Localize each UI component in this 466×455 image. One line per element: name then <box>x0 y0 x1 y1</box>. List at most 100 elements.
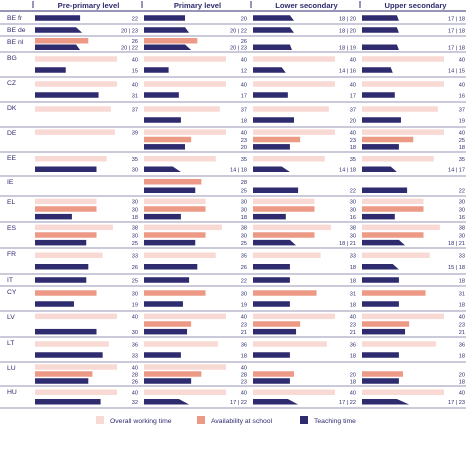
value-label-overall-lt-0: 36 <box>132 342 138 348</box>
bar-teaching-fr-0 <box>35 264 89 270</box>
value-label-school-el-0: 30 <box>132 207 138 213</box>
bar-overall-el-3 <box>362 198 424 205</box>
value-label-teaching-dk-3: 19 <box>459 118 465 124</box>
bar-teaching-bg-3 <box>362 67 393 73</box>
value-label-teaching-lt-1: 18 <box>241 353 247 359</box>
country-label-de: DE <box>7 130 17 137</box>
value-label-teaching-be-de-1: 20 | 22 <box>230 28 247 34</box>
value-label-overall-ee-3: 35 <box>459 157 465 163</box>
value-label-school-es-3: 30 <box>459 233 465 239</box>
value-label-teaching-be-de-2: 18 | 20 <box>339 28 356 34</box>
value-label-overall-cz-3: 40 <box>459 82 465 88</box>
bar-teaching-es-3 <box>362 239 406 246</box>
bar-teaching-lv-1 <box>144 328 188 335</box>
value-label-school-cy-0: 30 <box>132 291 138 297</box>
value-label-teaching-ee-1: 14 | 18 <box>230 168 247 174</box>
bar-school-lv-3 <box>362 321 410 327</box>
value-label-overall-fr-0: 33 <box>132 254 138 260</box>
value-label-overall-bg-0: 40 <box>132 57 138 63</box>
bar-teaching-dk-3 <box>362 117 401 123</box>
bar-school-el-1 <box>144 206 206 212</box>
value-label-overall-el-0: 30 <box>132 200 138 206</box>
value-label-overall-de-2: 40 <box>350 130 356 136</box>
bar-school-lu-3 <box>362 371 403 377</box>
bar-overall-lv-3 <box>362 313 444 320</box>
bar-teaching-hu-2 <box>253 399 299 405</box>
bar-overall-ee-0 <box>35 156 107 162</box>
value-label-teaching-be-fr-1: 20 <box>241 16 247 22</box>
bar-teaching-ee-2 <box>253 166 290 172</box>
value-label-teaching-hu-3: 17 | 23 <box>448 400 465 406</box>
value-label-teaching-it-3: 18 <box>459 278 465 284</box>
bar-teaching-lv-2 <box>253 328 297 335</box>
value-label-overall-bg-2: 40 <box>350 57 356 63</box>
value-label-teaching-lt-0: 33 <box>132 353 138 359</box>
value-label-teaching-be-nl-2: 18 | 19 <box>339 46 356 52</box>
value-label-overall-hu-3: 40 <box>459 391 465 397</box>
country-label-be-nl: BE nl <box>7 39 24 46</box>
bar-teaching-lt-1 <box>144 352 181 358</box>
bar-overall-dk-0 <box>35 106 111 112</box>
bar-overall-el-1 <box>144 198 206 205</box>
value-label-overall-de-0: 39 <box>132 130 138 136</box>
bar-teaching-be-de-1 <box>144 27 190 33</box>
country-label-lu: LU <box>7 365 16 372</box>
bar-teaching-lt-0 <box>35 352 103 358</box>
value-label-overall-ee-2: 35 <box>350 157 356 163</box>
bar-overall-lv-0 <box>35 313 117 320</box>
country-label-lt: LT <box>7 340 14 347</box>
legend-swatch-teaching <box>300 416 308 424</box>
bar-teaching-be-nl-3 <box>362 44 399 50</box>
bar-overall-lu-1 <box>144 364 226 370</box>
country-label-cy: CY <box>7 289 17 296</box>
value-label-school-lu-2: 20 <box>350 372 356 378</box>
value-label-teaching-lu-2: 18 <box>350 379 356 385</box>
bar-overall-el-2 <box>253 198 315 205</box>
bar-teaching-ie-2 <box>253 187 299 193</box>
value-label-overall-es-2: 38 <box>350 226 356 232</box>
bar-overall-lt-0 <box>35 341 109 347</box>
country-label-es: ES <box>7 225 17 232</box>
bar-teaching-bg-0 <box>35 67 66 73</box>
value-label-overall-lu-0: 40 <box>132 365 138 371</box>
value-label-teaching-hu-1: 17 | 22 <box>230 400 247 406</box>
bar-overall-fr-3 <box>362 252 430 258</box>
value-label-overall-lv-1: 40 <box>241 315 247 321</box>
value-label-teaching-es-1: 25 <box>241 241 247 247</box>
value-label-teaching-el-0: 18 <box>132 215 138 221</box>
value-label-overall-lv-0: 40 <box>132 315 138 321</box>
bar-school-es-0 <box>35 232 97 238</box>
bar-overall-fr-0 <box>35 252 103 258</box>
value-label-overall-el-3: 30 <box>459 200 465 206</box>
legend-label-teaching: Teaching time <box>314 418 356 425</box>
bar-teaching-ie-1 <box>144 187 196 193</box>
bar-teaching-dk-1 <box>144 117 181 123</box>
value-label-overall-lv-3: 40 <box>459 315 465 321</box>
bar-teaching-be-de-2 <box>253 27 294 33</box>
bar-teaching-fr-1 <box>144 264 198 270</box>
legend-swatch-school <box>197 416 205 424</box>
bar-teaching-cz-3 <box>362 92 395 98</box>
legend-swatch-overall <box>96 416 104 424</box>
bar-teaching-ee-3 <box>362 166 397 172</box>
value-label-school-lv-3: 23 <box>459 322 465 328</box>
bar-teaching-hu-1 <box>144 399 190 405</box>
value-label-teaching-fr-2: 18 <box>350 265 356 271</box>
bar-teaching-lt-2 <box>253 352 290 358</box>
value-label-teaching-cz-1: 17 <box>241 93 247 99</box>
value-label-teaching-cy-0: 19 <box>132 302 138 308</box>
bar-school-lu-2 <box>253 371 294 377</box>
bar-overall-lt-1 <box>144 341 218 347</box>
value-label-school-cy-3: 31 <box>459 291 465 297</box>
value-label-teaching-ie-3: 22 <box>459 189 465 195</box>
bar-school-de-2 <box>253 136 301 143</box>
value-label-teaching-lt-2: 18 <box>350 353 356 359</box>
bar-overall-bg-3 <box>362 56 444 62</box>
bar-teaching-hu-3 <box>362 399 410 405</box>
legend-label-overall: Overall working time <box>110 418 172 425</box>
value-label-teaching-dk-1: 18 <box>241 118 247 124</box>
bar-school-lu-1 <box>144 371 202 377</box>
bar-teaching-lv-0 <box>35 328 97 335</box>
value-label-overall-dk-1: 37 <box>241 107 247 113</box>
bar-teaching-be-nl-2 <box>253 44 292 50</box>
